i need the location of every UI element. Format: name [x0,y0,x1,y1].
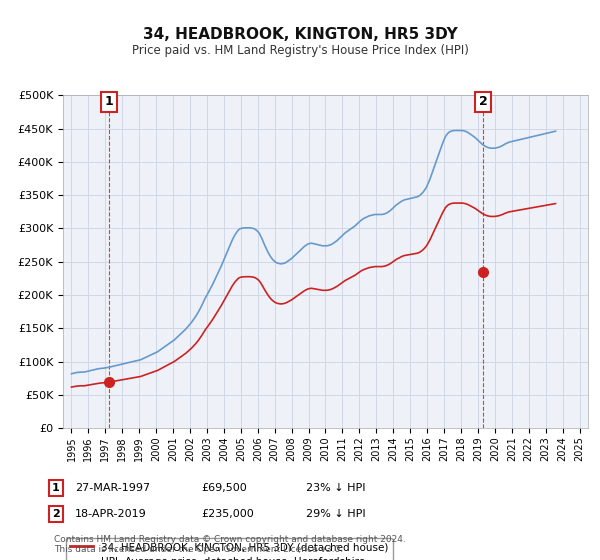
Text: 34, HEADBROOK, KINGTON, HR5 3DY: 34, HEADBROOK, KINGTON, HR5 3DY [143,27,457,42]
Text: 1: 1 [105,95,113,108]
Text: Contains HM Land Registry data © Crown copyright and database right 2024.: Contains HM Land Registry data © Crown c… [54,535,406,544]
Text: Price paid vs. HM Land Registry's House Price Index (HPI): Price paid vs. HM Land Registry's House … [131,44,469,57]
Legend: 34, HEADBROOK, KINGTON, HR5 3DY (detached house), HPI: Average price, detached h: 34, HEADBROOK, KINGTON, HR5 3DY (detache… [65,538,392,560]
Text: 1: 1 [52,483,59,493]
Text: 27-MAR-1997: 27-MAR-1997 [75,483,150,493]
Text: 2: 2 [479,95,487,108]
Text: £235,000: £235,000 [201,509,254,519]
Text: 29% ↓ HPI: 29% ↓ HPI [306,509,365,519]
Text: 2: 2 [52,509,59,519]
Text: 18-APR-2019: 18-APR-2019 [75,509,147,519]
Text: £69,500: £69,500 [201,483,247,493]
Text: 23% ↓ HPI: 23% ↓ HPI [306,483,365,493]
Text: This data is licensed under the Open Government Licence v3.0.: This data is licensed under the Open Gov… [54,545,343,554]
